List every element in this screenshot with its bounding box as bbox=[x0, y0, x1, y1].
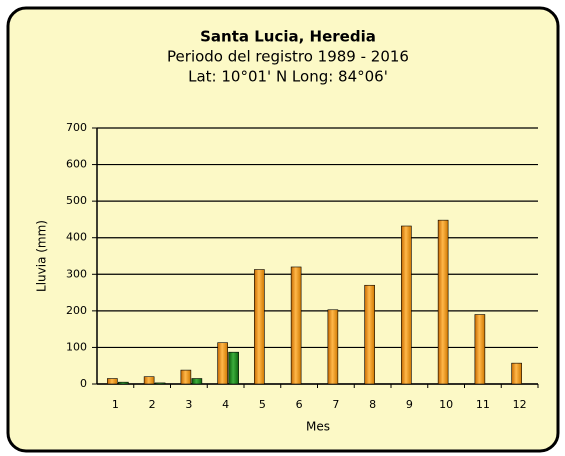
bar bbox=[474, 314, 486, 385]
x-axis-label: Mes bbox=[306, 420, 330, 434]
plot-wall bbox=[97, 128, 538, 384]
bar bbox=[511, 362, 522, 385]
bar bbox=[107, 378, 118, 385]
bar bbox=[217, 342, 228, 385]
bar bbox=[143, 376, 155, 385]
bar bbox=[401, 225, 412, 385]
x-tick-label: 8 bbox=[369, 398, 376, 411]
x-tick-label: 6 bbox=[296, 398, 303, 411]
x-tick-label: 3 bbox=[185, 398, 192, 411]
bar bbox=[180, 369, 192, 385]
x-tick-label: 9 bbox=[406, 398, 413, 411]
x-tick-label: 11 bbox=[476, 398, 490, 411]
bar bbox=[228, 351, 239, 385]
bar bbox=[290, 266, 302, 385]
y-tick-label: 600 bbox=[66, 158, 87, 171]
bar bbox=[191, 378, 203, 385]
y-tick-label: 100 bbox=[66, 340, 87, 353]
bar bbox=[254, 269, 265, 385]
bar bbox=[118, 381, 129, 385]
x-tick-label: 5 bbox=[259, 398, 266, 411]
y-tick-label: 200 bbox=[66, 304, 87, 317]
x-tick-label: 12 bbox=[513, 398, 527, 411]
y-tick-label: 400 bbox=[66, 231, 87, 244]
x-tick-label: 4 bbox=[222, 398, 229, 411]
x-tick-label: 1 bbox=[112, 398, 119, 411]
y-tick-label: 300 bbox=[66, 267, 87, 280]
y-tick-label: 0 bbox=[80, 377, 87, 390]
chart-title: Santa Lucia, Heredia bbox=[200, 28, 376, 46]
x-tick-label: 10 bbox=[439, 398, 453, 411]
y-tick-label: 500 bbox=[66, 194, 87, 207]
x-tick-label: 2 bbox=[149, 398, 156, 411]
bar bbox=[437, 219, 449, 385]
bar bbox=[364, 284, 375, 385]
chart-subtitle: Periodo del registro 1989 - 2016 bbox=[167, 48, 409, 66]
bar bbox=[327, 309, 339, 385]
x-tick-label: 7 bbox=[332, 398, 339, 411]
bar bbox=[154, 382, 166, 385]
y-axis-label: Lluvia (mm) bbox=[35, 220, 49, 292]
y-tick-label: 700 bbox=[66, 121, 87, 134]
chart-subtitle-2: Lat: 10°01' N Long: 84°06' bbox=[188, 68, 388, 86]
